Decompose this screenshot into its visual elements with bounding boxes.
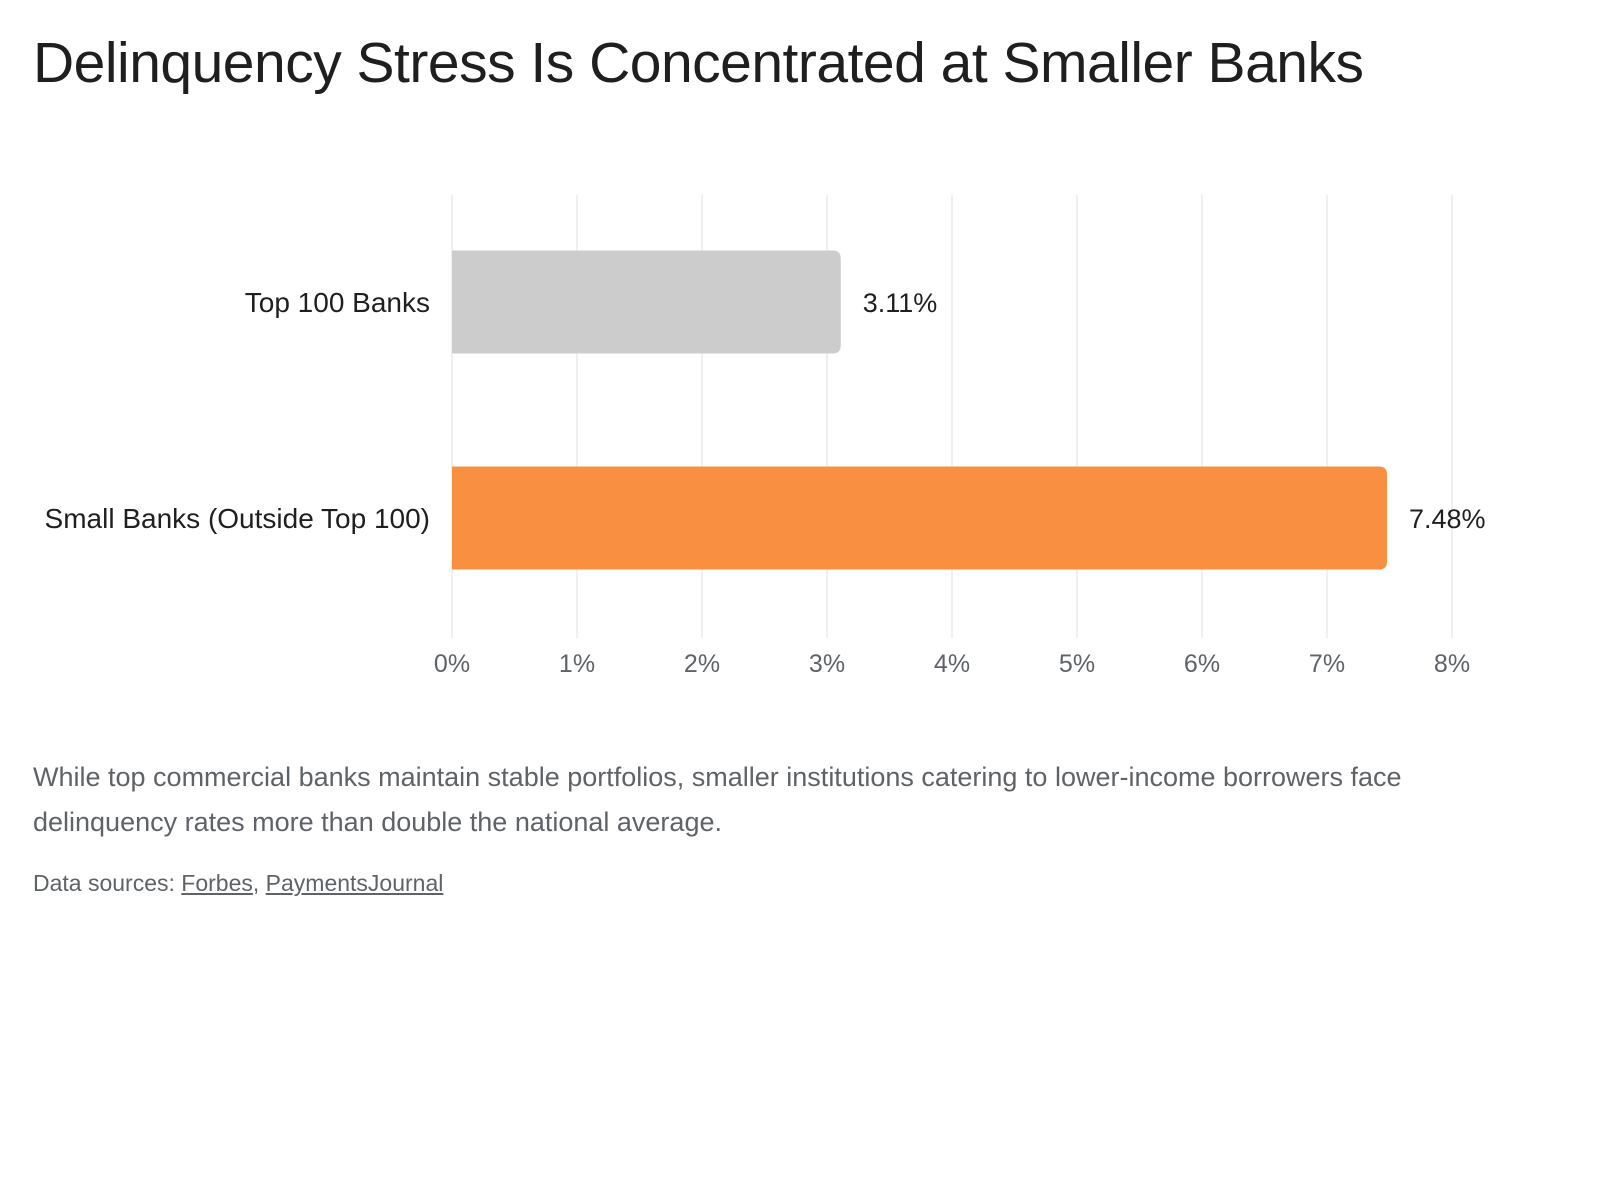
x-tick-label: 2% <box>684 650 720 678</box>
bar <box>452 250 841 354</box>
x-tick-label: 0% <box>434 650 470 678</box>
data-label: 7.48% <box>1409 504 1486 534</box>
category-label: Small Banks (Outside Top 100) <box>45 503 430 534</box>
source-link-forbes[interactable]: Forbes <box>181 870 253 896</box>
x-tick-label: 3% <box>809 650 845 678</box>
category-label: Top 100 Banks <box>245 287 430 318</box>
bars <box>452 250 1387 570</box>
sources-prefix: Data sources: <box>33 870 182 896</box>
x-tick-label: 1% <box>559 650 595 678</box>
data-sources: Data sources: Forbes, PaymentsJournal <box>33 870 443 897</box>
x-tick-label: 6% <box>1184 650 1220 678</box>
sources-separator: , <box>252 870 266 896</box>
data-label: 3.11% <box>863 288 938 318</box>
x-tick-label: 4% <box>934 650 970 678</box>
x-tick-label: 5% <box>1059 650 1095 678</box>
source-link-paymentsjournal[interactable]: PaymentsJournal <box>265 870 444 896</box>
x-tick-label: 7% <box>1309 650 1345 678</box>
chart-title: Delinquency Stress Is Concentrated at Sm… <box>33 31 1364 95</box>
bar <box>452 466 1387 570</box>
chart-caption: While top commercial banks maintain stab… <box>33 762 1402 837</box>
bar-chart: 0% 1% 2% 3% 4% 5% 6% 7% 8% Top 100 Banks 3.11% Smal… <box>45 195 1486 678</box>
x-tick-label: 8% <box>1434 650 1470 678</box>
labels: 0% 1% 2% 3% 4% 5% 6% 7% 8% Top 100 Banks 3.11% Smal… <box>45 287 1486 678</box>
